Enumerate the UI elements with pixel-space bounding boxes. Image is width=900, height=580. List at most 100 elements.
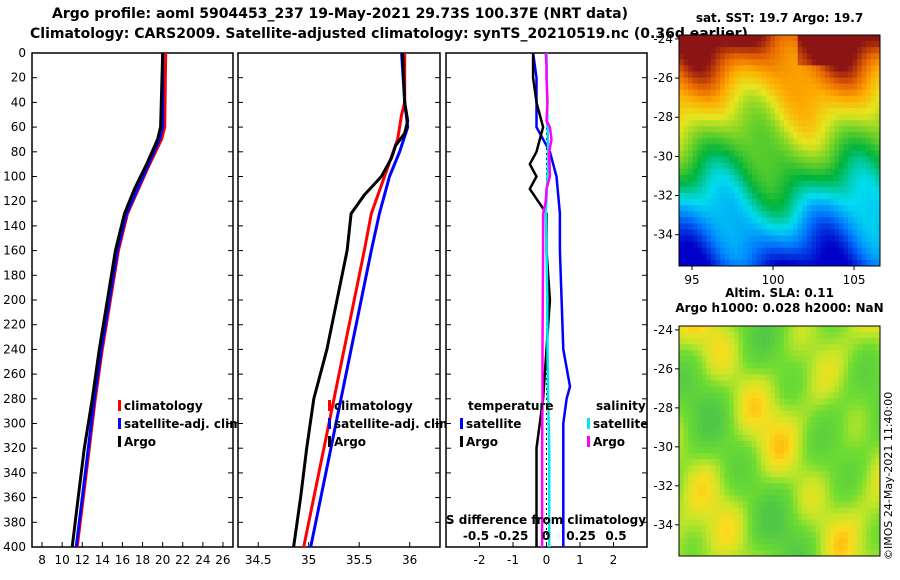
sst-cell <box>747 144 753 152</box>
sla-cell <box>793 338 799 345</box>
sla-cell <box>806 501 813 509</box>
sla-cell <box>774 495 781 503</box>
sla-cell <box>861 434 867 442</box>
sst-cell <box>738 235 744 243</box>
sla-cell <box>715 549 721 556</box>
sst-cell <box>701 223 708 231</box>
sla-cell <box>747 350 753 357</box>
sst-cell <box>697 126 703 133</box>
sst-cell <box>774 89 781 97</box>
sst-cell <box>788 229 794 237</box>
sla-cell <box>761 537 767 545</box>
sla-cell <box>733 350 739 357</box>
sst-cell <box>861 211 867 218</box>
sla-cell <box>779 362 785 369</box>
legend-label: satellite-adj. clim. <box>124 417 246 431</box>
sla-cell <box>738 489 744 497</box>
sst-cell <box>838 199 845 206</box>
sla-cell <box>701 483 708 491</box>
sst-cell <box>875 41 880 48</box>
sla-cell <box>710 338 717 345</box>
sst-cell <box>788 120 794 127</box>
sst-cell <box>820 229 826 237</box>
sst-cell <box>688 65 694 73</box>
sla-cell <box>866 549 872 556</box>
y-tick-label: 200 <box>3 293 26 307</box>
sst-cell <box>816 180 822 188</box>
sst-cell <box>784 211 790 218</box>
sst-cell <box>683 199 689 206</box>
sst-cell <box>765 205 771 212</box>
sst-cell <box>697 114 703 121</box>
sst-cell <box>848 65 854 73</box>
sla-cell <box>697 543 703 551</box>
sla-cell <box>706 453 712 460</box>
sst-cell <box>861 101 867 109</box>
sst-cell <box>838 186 845 194</box>
sla-cell <box>756 459 762 466</box>
sla-cell <box>852 501 858 509</box>
sst-cell <box>688 83 694 91</box>
sst-cell <box>870 241 877 249</box>
sla-cell <box>683 519 689 527</box>
sla-cell <box>710 374 717 382</box>
sst-cell <box>774 83 781 91</box>
sla-cell <box>715 525 721 533</box>
sst-cell <box>843 235 849 243</box>
sst-cell <box>838 53 845 60</box>
sst-cell <box>875 53 880 60</box>
sst-cell <box>710 89 717 97</box>
sst-cell <box>720 259 726 266</box>
sla-cell <box>747 531 753 539</box>
sla-cell <box>761 404 767 412</box>
sla-cell <box>829 459 835 466</box>
sst-cell <box>710 205 717 212</box>
sst-cell <box>816 101 822 109</box>
sst-cell <box>729 156 735 164</box>
sla-cell <box>870 549 877 556</box>
sla-cell <box>820 416 826 424</box>
sla-cell <box>742 428 749 436</box>
sla-cell <box>742 344 749 351</box>
sst-cell <box>834 229 840 237</box>
sla-cell <box>756 326 762 333</box>
sst-cell <box>811 205 817 212</box>
sla-cell <box>733 489 739 497</box>
sla-cell <box>774 416 781 424</box>
sst-cell <box>834 65 840 73</box>
sla-cell <box>875 465 880 472</box>
sst-cell <box>770 174 776 182</box>
sst-cell <box>724 199 730 206</box>
sla-cell <box>829 404 835 412</box>
sla-cell <box>848 549 854 556</box>
sst-cell <box>679 211 685 218</box>
sst-cell <box>870 193 877 200</box>
sst-cell <box>793 132 799 139</box>
sst-cell <box>861 107 867 115</box>
sla-cell <box>843 356 849 363</box>
sst-cell <box>742 132 749 139</box>
sst-cell <box>733 138 739 146</box>
sst-cell <box>779 53 785 60</box>
sst-cell <box>688 180 694 188</box>
sst-cell <box>829 247 835 255</box>
sla-cell <box>852 428 858 436</box>
sst-cell <box>742 211 749 218</box>
sla-cell <box>706 404 712 412</box>
sla-cell <box>756 519 762 527</box>
sst-cell <box>861 138 867 146</box>
sst-cell <box>715 199 721 206</box>
sst-cell <box>733 235 739 243</box>
legend-heading: salinity <box>596 399 646 413</box>
sst-cell <box>861 199 867 206</box>
sst-cell <box>774 253 781 261</box>
sst-cell <box>733 211 739 218</box>
sla-cell <box>756 350 762 357</box>
sst-cell <box>765 47 771 54</box>
sla-cell <box>688 513 694 521</box>
sla-cell <box>820 495 826 503</box>
sla-cell <box>816 531 822 539</box>
sla-cell <box>861 543 867 551</box>
sst-cell <box>724 65 730 73</box>
sla-cell <box>761 483 767 491</box>
